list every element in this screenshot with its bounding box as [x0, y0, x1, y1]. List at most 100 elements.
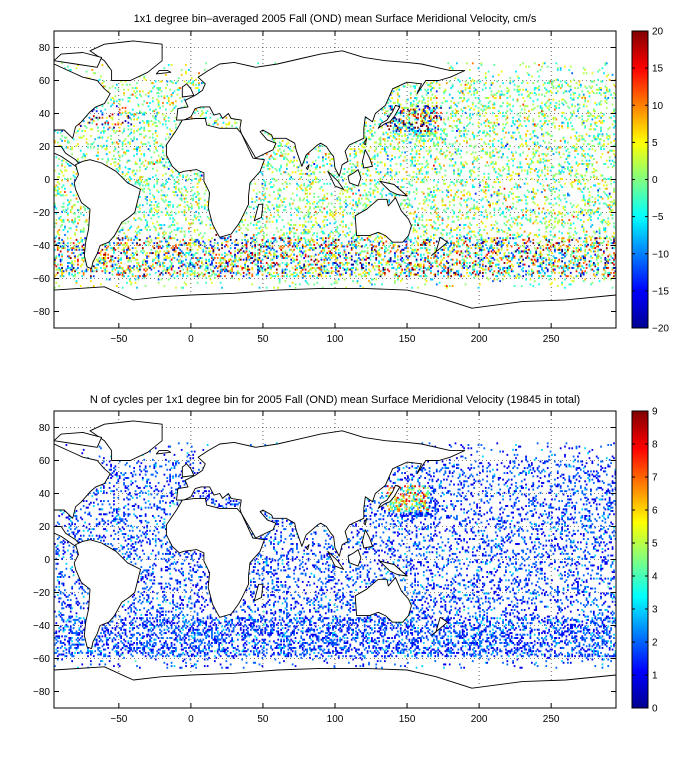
data-bin [104, 252, 107, 255]
data-bin [205, 250, 208, 253]
data-bin [484, 186, 487, 189]
data-bin [435, 265, 438, 268]
data-bin [273, 215, 275, 218]
data-bin [518, 247, 520, 250]
data-bin [322, 197, 324, 200]
data-bin [376, 250, 379, 253]
data-bin [591, 257, 594, 259]
data-bin [203, 207, 206, 210]
data-bin [336, 270, 339, 273]
data-bin [85, 268, 88, 271]
data-bin [307, 230, 310, 233]
data-bin [453, 210, 455, 213]
data-bin [471, 266, 474, 269]
data-bin [153, 242, 156, 245]
data-bin [58, 176, 61, 179]
data-bin [571, 280, 574, 283]
data-bin [564, 255, 566, 258]
data-bin [584, 255, 587, 258]
data-bin [273, 255, 275, 258]
data-bin [562, 205, 565, 208]
data-bin [518, 258, 520, 261]
data-bin [585, 266, 588, 269]
data-bin [597, 210, 600, 213]
data-bin [61, 186, 63, 189]
data-bin [545, 258, 548, 261]
data-bin [415, 176, 418, 179]
data-bin [79, 207, 82, 210]
data-bin [239, 248, 242, 251]
data-bin [121, 238, 124, 241]
data-bin [180, 194, 183, 197]
data-bin [300, 270, 303, 273]
data-bin [183, 243, 186, 246]
data-bin [273, 262, 275, 264]
data-bin [466, 268, 468, 271]
data-bin [290, 197, 293, 200]
data-bin [69, 266, 72, 269]
data-bin [461, 194, 464, 197]
data-bin [447, 275, 450, 278]
data-bin [579, 174, 582, 177]
data-bin [290, 207, 293, 210]
data-bin [362, 286, 365, 289]
data-bin [339, 265, 342, 268]
data-bin [463, 242, 465, 245]
data-bin [219, 258, 222, 261]
data-bin [77, 215, 79, 218]
data-bin [497, 199, 500, 202]
data-bin [458, 229, 461, 231]
data-bin [578, 187, 581, 190]
data-bin [190, 189, 193, 192]
data-bin [378, 237, 380, 240]
data-bin [435, 229, 438, 231]
data-bin [381, 194, 383, 197]
data-bin [294, 238, 297, 241]
data-bin [526, 189, 529, 192]
data-bin [613, 253, 615, 256]
data-bin [543, 237, 546, 240]
data-bin [157, 191, 160, 193]
data-bin [460, 181, 463, 184]
data-bin [454, 243, 457, 246]
data-bin [219, 257, 222, 259]
data-bin [320, 263, 323, 266]
data-bin [526, 252, 529, 255]
data-bin [572, 263, 575, 266]
data-bin [559, 184, 562, 187]
data-bin [368, 238, 370, 241]
data-bin [277, 214, 280, 217]
data-bin [313, 192, 316, 195]
data-bin [267, 205, 270, 208]
data-bin [337, 265, 340, 268]
data-bin [613, 235, 615, 238]
data-bin [456, 262, 458, 264]
data-bin [254, 247, 257, 250]
data-bin [133, 265, 135, 268]
data-bin [268, 247, 271, 250]
data-bin [542, 235, 545, 238]
data-bin [506, 262, 509, 264]
data-bin [284, 257, 287, 259]
data-bin [306, 243, 308, 246]
data-bin [219, 281, 222, 284]
data-bin [127, 237, 130, 240]
data-bin [247, 253, 249, 256]
data-bin [66, 204, 69, 207]
data-bin [432, 199, 435, 202]
data-bin [388, 192, 391, 195]
data-bin [477, 262, 480, 264]
data-bin [607, 220, 610, 223]
data-bin [363, 245, 366, 248]
data-bin [365, 271, 367, 274]
data-bin [258, 268, 261, 271]
data-bin [322, 202, 324, 205]
data-bin [149, 204, 151, 207]
data-bin [140, 187, 143, 190]
data-bin [554, 174, 556, 177]
data-bin [198, 240, 200, 243]
data-bin [497, 270, 500, 273]
data-bin [84, 260, 86, 263]
data-bin [369, 194, 372, 197]
data-bin [497, 209, 500, 212]
